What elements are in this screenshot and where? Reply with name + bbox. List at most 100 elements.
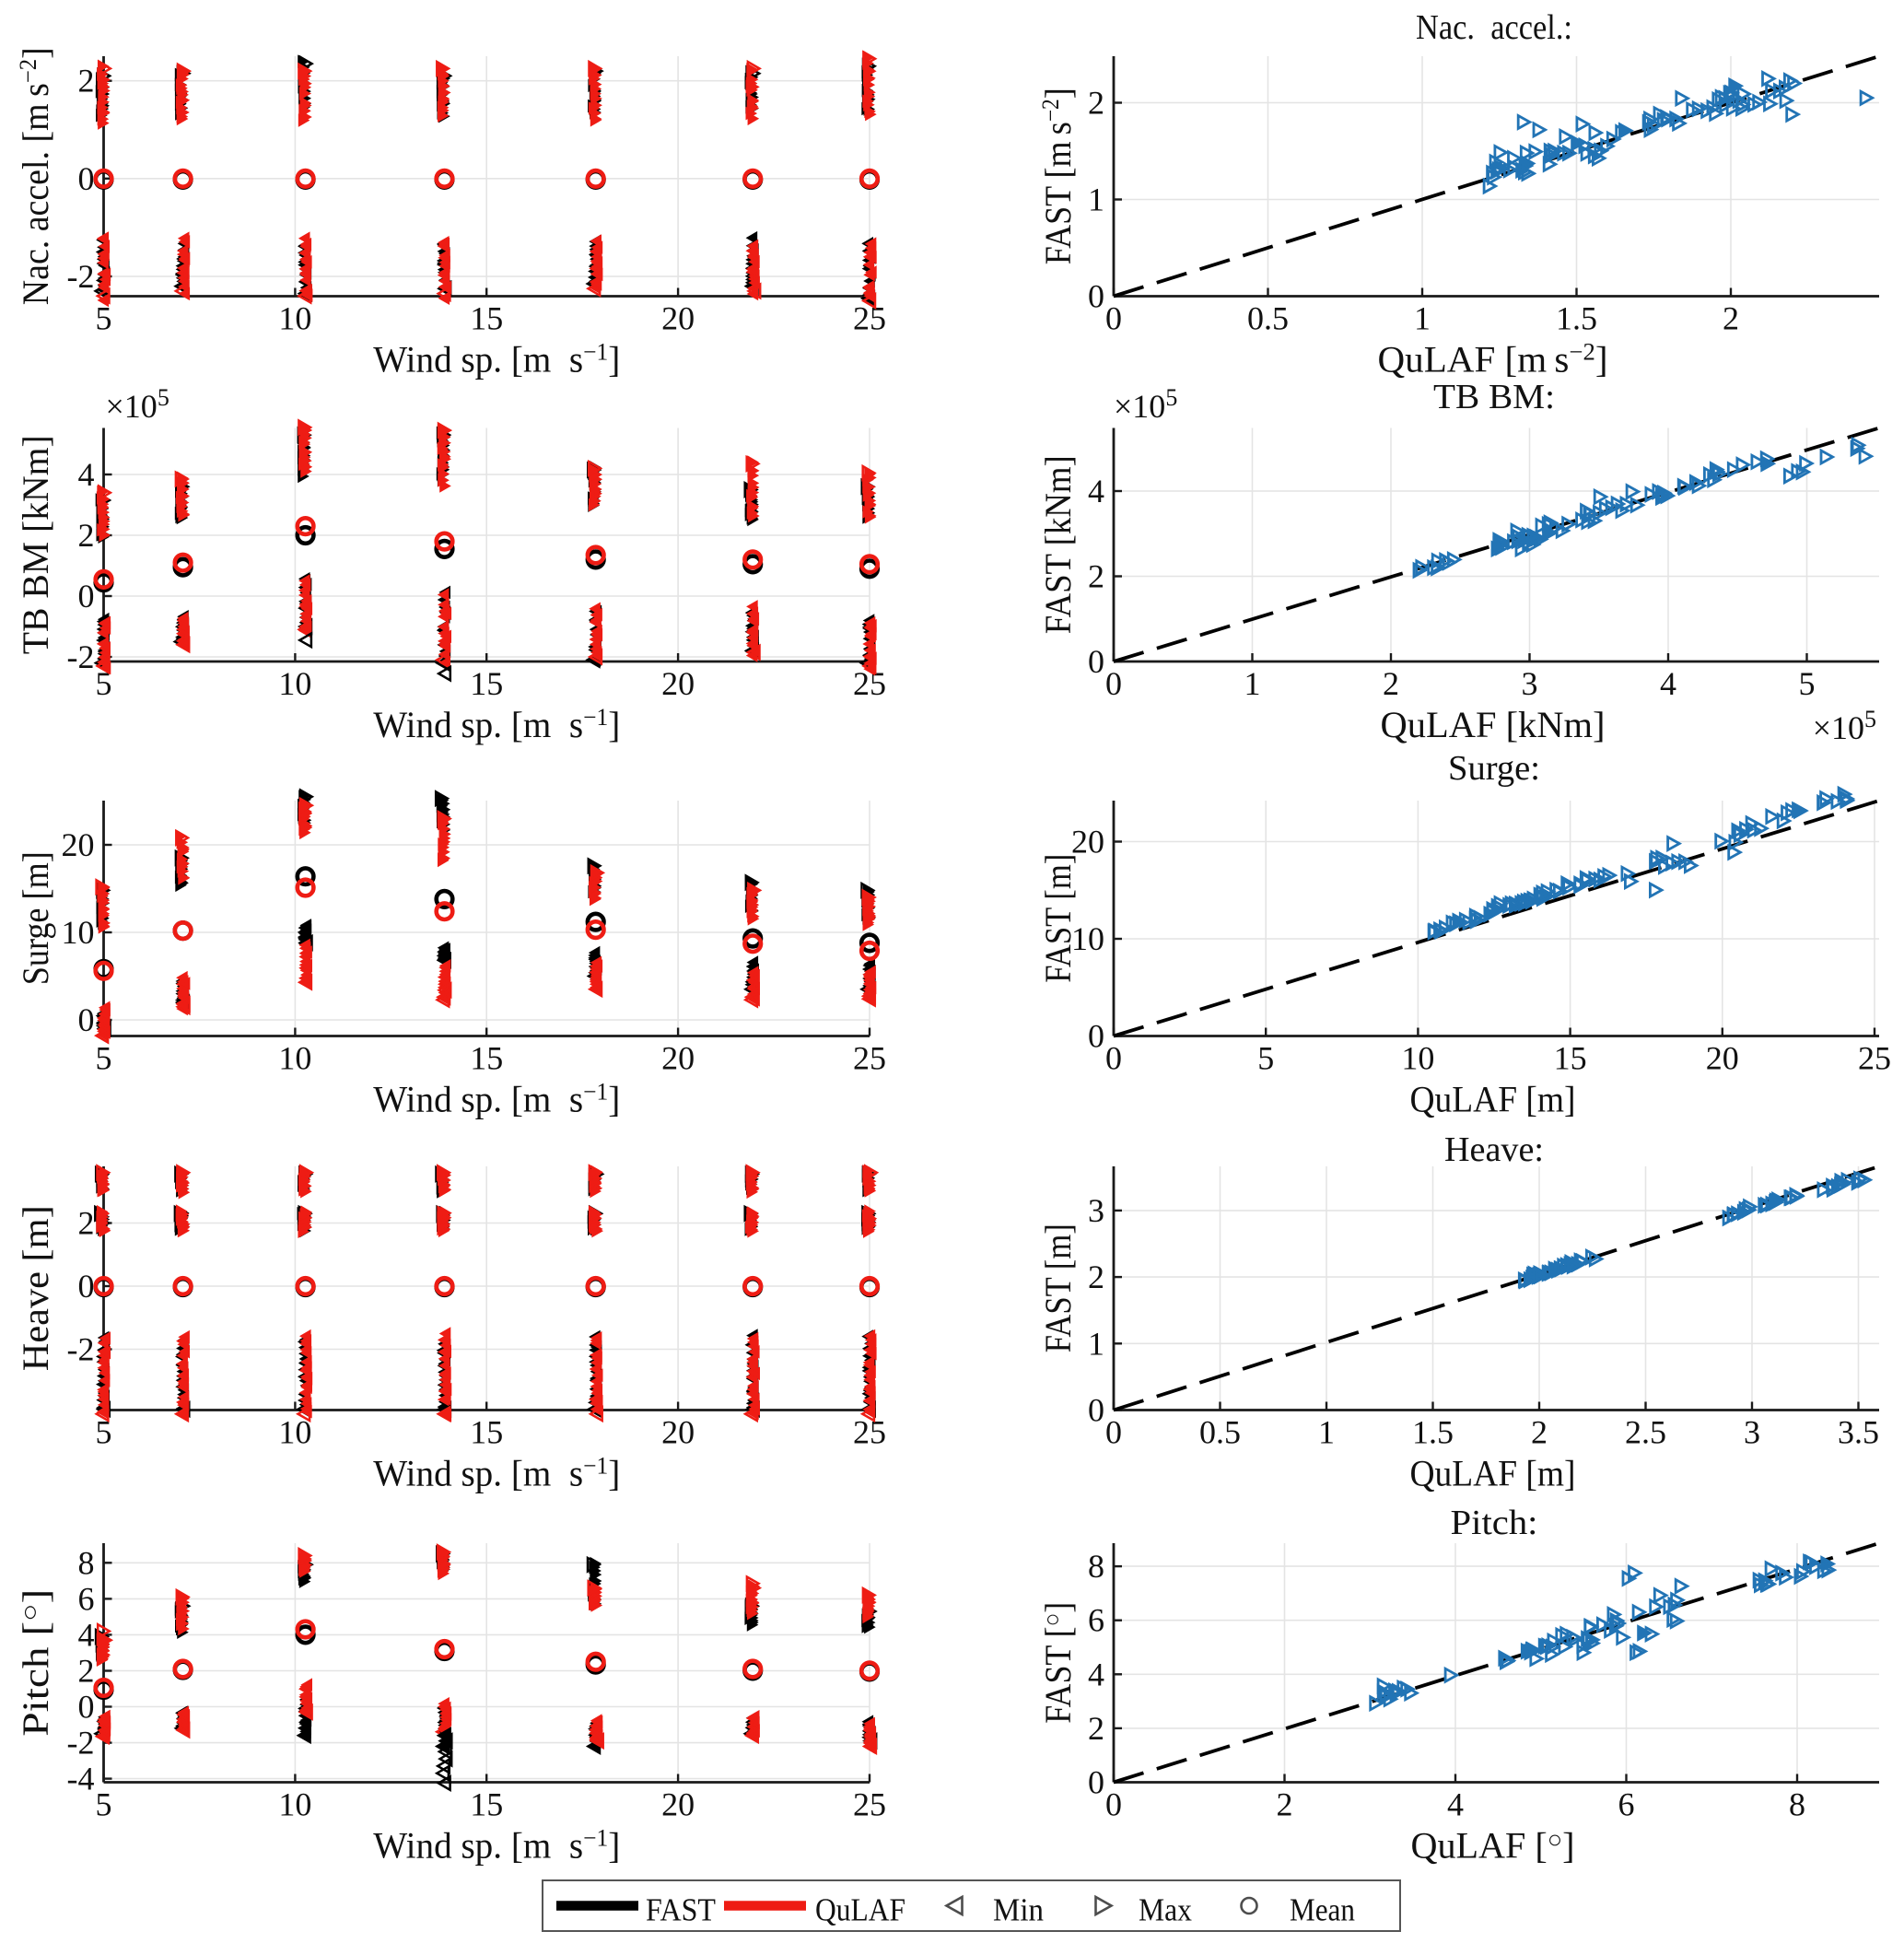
svg-text:-2: -2 — [67, 258, 95, 295]
svg-text:Mean: Mean — [1290, 1892, 1355, 1928]
svg-text:0: 0 — [78, 578, 95, 615]
svg-text:Pitch:: Pitch: — [1451, 1504, 1538, 1542]
svg-text:10: 10 — [278, 1786, 311, 1823]
svg-text:20: 20 — [1706, 1040, 1739, 1077]
svg-text:0: 0 — [78, 1689, 95, 1726]
svg-text:2: 2 — [1277, 1786, 1293, 1823]
svg-text:FAST [kNm]: FAST [kNm] — [1037, 455, 1079, 634]
svg-text:2: 2 — [78, 63, 95, 100]
svg-text:0: 0 — [1088, 643, 1104, 680]
svg-text:TB BM [kNm]: TB BM [kNm] — [15, 435, 56, 654]
svg-text:Max: Max — [1139, 1892, 1192, 1928]
svg-text:Min: Min — [993, 1892, 1044, 1928]
svg-text:10: 10 — [278, 665, 311, 702]
svg-text:15: 15 — [470, 665, 503, 702]
svg-text:2: 2 — [1088, 85, 1104, 122]
svg-text:0: 0 — [78, 160, 95, 197]
svg-text:Heave [m]: Heave [m] — [15, 1205, 56, 1371]
svg-text:5: 5 — [1257, 1040, 1274, 1077]
svg-text:4: 4 — [1660, 665, 1676, 702]
svg-text:25: 25 — [1858, 1040, 1891, 1077]
svg-text:3.5: 3.5 — [1838, 1414, 1879, 1451]
svg-text:Nac. accel. [m s−2]: Nac. accel. [m s−2] — [15, 47, 56, 305]
svg-text:-2: -2 — [67, 1331, 95, 1368]
svg-text:Wind sp. [m s−1]: Wind sp. [m s−1] — [373, 339, 620, 380]
svg-text:0: 0 — [1105, 1786, 1122, 1823]
svg-text:25: 25 — [853, 300, 886, 337]
svg-text:5: 5 — [96, 300, 112, 337]
svg-text:QuLAF [kNm]: QuLAF [kNm] — [1381, 704, 1606, 745]
svg-text:1: 1 — [1244, 665, 1261, 702]
svg-text:5: 5 — [96, 1786, 112, 1823]
svg-text:5: 5 — [96, 1414, 112, 1451]
svg-text:3: 3 — [1744, 1414, 1760, 1451]
svg-text:8: 8 — [78, 1544, 95, 1581]
svg-text:1: 1 — [1414, 300, 1431, 337]
svg-text:1: 1 — [1318, 1414, 1335, 1451]
svg-text:Wind sp. [m s−1]: Wind sp. [m s−1] — [373, 1825, 620, 1867]
svg-text:Wind sp. [m s−1]: Wind sp. [m s−1] — [373, 704, 620, 745]
svg-text:3: 3 — [1088, 1192, 1104, 1229]
svg-text:0: 0 — [1105, 1040, 1122, 1077]
svg-text:2: 2 — [1088, 1710, 1104, 1747]
svg-text:Nac. accel.:: Nac. accel.: — [1416, 8, 1572, 47]
svg-text:6: 6 — [1618, 1786, 1635, 1823]
svg-text:Heave:: Heave: — [1444, 1130, 1544, 1169]
svg-text:6: 6 — [1088, 1602, 1104, 1639]
svg-text:2: 2 — [1088, 1258, 1104, 1295]
svg-text:15: 15 — [470, 1040, 503, 1077]
svg-text:0: 0 — [1105, 665, 1122, 702]
svg-text:15: 15 — [470, 1414, 503, 1451]
svg-text:4: 4 — [1447, 1786, 1464, 1823]
svg-text:15: 15 — [470, 300, 503, 337]
svg-text:8: 8 — [1789, 1786, 1805, 1823]
svg-text:Wind sp. [m s−1]: Wind sp. [m s−1] — [373, 1079, 620, 1120]
svg-text:20: 20 — [661, 1414, 695, 1451]
svg-text:10: 10 — [1071, 920, 1104, 957]
svg-text:0: 0 — [1105, 300, 1122, 337]
svg-text:0: 0 — [1088, 1392, 1104, 1429]
svg-text:20: 20 — [661, 1786, 695, 1823]
svg-text:Wind sp. [m s−1]: Wind sp. [m s−1] — [373, 1453, 620, 1494]
svg-text:1: 1 — [1088, 1325, 1104, 1362]
svg-text:20: 20 — [661, 1040, 695, 1077]
svg-text:15: 15 — [1554, 1040, 1587, 1077]
svg-text:2: 2 — [78, 1653, 95, 1690]
svg-text:4: 4 — [78, 1616, 95, 1653]
svg-text:0: 0 — [1088, 1018, 1104, 1055]
svg-text:25: 25 — [853, 1040, 886, 1077]
svg-text:4: 4 — [1088, 473, 1104, 509]
svg-text:25: 25 — [853, 1414, 886, 1451]
svg-text:25: 25 — [853, 1786, 886, 1823]
svg-text:10: 10 — [278, 300, 311, 337]
svg-text:1.5: 1.5 — [1412, 1414, 1454, 1451]
svg-text:2: 2 — [78, 1205, 95, 1242]
svg-text:20: 20 — [62, 826, 95, 863]
svg-text:15: 15 — [470, 1786, 503, 1823]
svg-text:10: 10 — [62, 914, 95, 951]
svg-text:3: 3 — [1522, 665, 1538, 702]
svg-text:0: 0 — [1088, 278, 1104, 315]
svg-text:2: 2 — [1723, 300, 1739, 337]
svg-text:FAST [m]: FAST [m] — [1037, 1223, 1079, 1352]
svg-text:2.5: 2.5 — [1625, 1414, 1666, 1451]
svg-text:0: 0 — [78, 1268, 95, 1305]
svg-text:0: 0 — [1105, 1414, 1122, 1451]
svg-text:20: 20 — [661, 300, 695, 337]
svg-text:FAST [m]: FAST [m] — [1037, 854, 1079, 983]
svg-text:0: 0 — [1088, 1764, 1104, 1801]
svg-text:0: 0 — [78, 1001, 95, 1038]
svg-text:QuLAF [m]: QuLAF [m] — [1410, 1079, 1576, 1120]
svg-text:6: 6 — [78, 1580, 95, 1617]
svg-text:-2: -2 — [67, 638, 95, 675]
svg-text:2: 2 — [1383, 665, 1399, 702]
svg-text:10: 10 — [1401, 1040, 1434, 1077]
svg-text:0.5: 0.5 — [1247, 300, 1289, 337]
svg-text:5: 5 — [1799, 665, 1816, 702]
svg-text:2: 2 — [1088, 558, 1104, 595]
svg-text:1.5: 1.5 — [1556, 300, 1597, 337]
svg-text:5: 5 — [96, 665, 112, 702]
svg-text:TB BM:: TB BM: — [1433, 378, 1555, 416]
svg-text:0.5: 0.5 — [1199, 1414, 1241, 1451]
svg-text:QuLAF: QuLAF — [815, 1892, 905, 1928]
